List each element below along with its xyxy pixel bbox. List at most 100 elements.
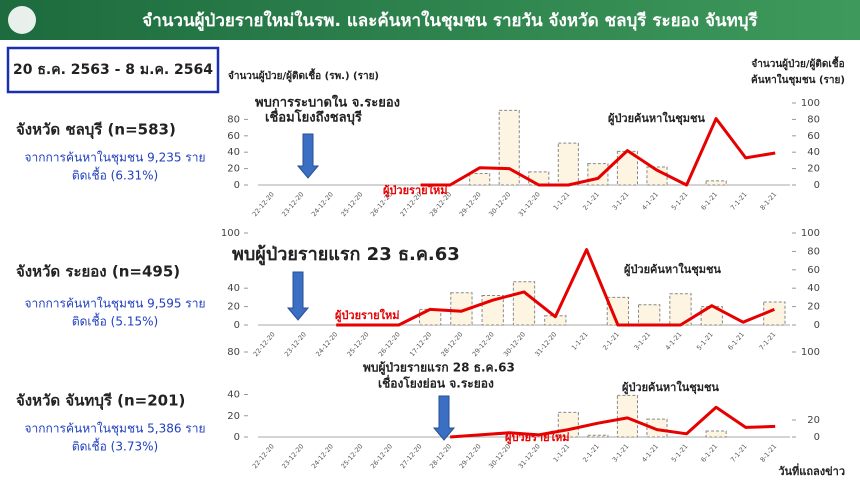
- y2-tick-label: 40: [807, 147, 820, 158]
- bar: [587, 434, 609, 438]
- x-tick-label: 7-1-21: [729, 442, 749, 463]
- y2-tick-label: 60: [807, 265, 820, 276]
- province-search: จากการค้นหาในชุมชน 9,595 ราย: [24, 297, 205, 312]
- arrow: [286, 271, 310, 321]
- line: [449, 405, 776, 439]
- arrow: [432, 395, 456, 441]
- left-axis-title: จำนวนผู้ป่วย/ผู้ติดเชื้อ (รพ.) (ราย): [228, 68, 379, 83]
- header-title: จำนวนผู้ป่วยรายใหม่ในรพ. และค้นหาในชุมชน…: [142, 10, 758, 32]
- y-tick-label: 40: [227, 390, 240, 401]
- x-tick-label: 22-12-20: [251, 190, 276, 218]
- x-tick-label: 6-1-21: [699, 190, 719, 211]
- province-rate: ติดเชื้อ (5.15%): [72, 313, 158, 329]
- y-tick-label: 0: [234, 180, 240, 191]
- province-name: จังหวัด ชลบุรี (n=583): [16, 121, 176, 140]
- y2-tick-label: 20: [807, 164, 820, 175]
- province-search: จากการค้นหาในชุมชน 9,235 ราย: [24, 151, 205, 166]
- y2-tick-label: 60: [807, 131, 820, 142]
- annotation: พบผู้ป่วยรายแรก 28 ธ.ค.63: [363, 361, 515, 376]
- bar: [528, 171, 550, 186]
- x-tick-label: 22-12-20: [251, 442, 276, 470]
- x-tick-label: 24-12-20: [314, 330, 339, 358]
- y2-tick-label: 100: [801, 228, 820, 239]
- x-tick-label: 8-1-21: [759, 442, 779, 463]
- x-tick-label: 26-12-20: [377, 330, 402, 358]
- x-tick-label: 23-12-20: [280, 442, 305, 470]
- line: [336, 248, 775, 327]
- x-tick-label: 6-1-21: [699, 442, 719, 463]
- y-tick-label: 0: [234, 432, 240, 443]
- y-tick-label: 40: [227, 147, 240, 158]
- footer: วันที่แถลงข่าว: [778, 463, 845, 478]
- x-tick-label: 29-12-20: [458, 442, 483, 470]
- y2-tick-label: 20: [807, 302, 820, 313]
- x-tick-label: 30-12-20: [502, 330, 527, 358]
- x-tick-label: 5-1-21: [670, 190, 690, 211]
- province-rate: ติดเชื้อ (3.73%): [72, 438, 158, 454]
- x-tick-label: 1-1-21: [552, 442, 572, 463]
- x-tick-label: 1-1-21: [570, 330, 590, 351]
- logo: [8, 6, 36, 34]
- right-axis-title: จำนวนผู้ป่วย/ผู้ติดเชื้อ: [751, 56, 844, 71]
- x-tick-label: 31-12-20: [517, 190, 542, 218]
- x-tick-label: 7-1-21: [729, 190, 749, 211]
- y-tick-label: 20: [227, 411, 240, 422]
- x-tick-label: 25-12-20: [339, 190, 364, 218]
- y2-tick-label: 40: [807, 283, 820, 294]
- x-tick-label: 5-1-21: [670, 442, 690, 463]
- y2-tick-label: 80: [807, 114, 820, 125]
- province-name: จังหวัด ระยอง (n=495): [16, 263, 180, 281]
- x-tick-label: 28-12-20: [439, 330, 464, 358]
- date-box: [6, 46, 220, 94]
- date-range: 20 ธ.ค. 2563 - 8 ม.ค. 2564: [13, 62, 213, 78]
- x-tick-label: 24-12-20: [310, 190, 335, 218]
- series-label: ผู้ป่วยค้นหาในชุมชน: [622, 380, 719, 395]
- x-tick-label: 3-1-21: [611, 190, 631, 211]
- y2-tick-label: 20: [807, 415, 820, 426]
- bar: [557, 142, 579, 186]
- x-tick-label: 26-12-20: [369, 442, 394, 470]
- x-tick-label: 22-12-20: [252, 330, 277, 358]
- y-tick-label: 80: [227, 347, 240, 358]
- annotation: พบการระบาดใน จ.ระยอง: [255, 94, 400, 111]
- x-tick-label: 1-1-21: [552, 190, 572, 211]
- province-name: จังหวัด จันทบุรี (n=201): [16, 392, 185, 411]
- line: [420, 117, 776, 187]
- x-tick-label: 3-1-21: [611, 442, 631, 463]
- y-tick-label: 20: [227, 164, 240, 175]
- right-axis-title: ค้นหาในชุมชน (ราย): [751, 73, 845, 86]
- x-tick-label: 29-12-20: [471, 330, 496, 358]
- x-tick-label: 2-1-21: [601, 330, 621, 351]
- y-tick-label: 60: [227, 131, 240, 142]
- x-tick-label: 3-1-21: [632, 330, 652, 351]
- bar: [705, 180, 727, 186]
- y-tick-label: 100: [221, 228, 240, 239]
- y2-tick-label: 100: [801, 98, 820, 109]
- series-label: ผู้ป่วยค้นหาในชุมชน: [608, 111, 705, 126]
- annotation: พบผู้ป่วยรายแรก 23 ธ.ค.63: [232, 244, 460, 266]
- x-tick-label: 2-1-21: [581, 442, 601, 463]
- series-label: ผู้ป่วยค้นหาในชุมชน: [624, 262, 721, 277]
- y2-tick-label: 0: [814, 432, 820, 443]
- x-tick-label: 2-1-21: [581, 190, 601, 211]
- x-tick-label: 27-12-20: [399, 442, 424, 470]
- x-tick-label: 4-1-21: [640, 442, 660, 463]
- x-tick-label: 23-12-20: [283, 330, 308, 358]
- province-search: จากการค้นหาในชุมชน 5,386 ราย: [24, 422, 205, 437]
- annotation: เชื่องโยงย่อน จ.ระยอง: [378, 375, 494, 391]
- x-tick-label: 25-12-20: [339, 442, 364, 470]
- bar: [587, 163, 609, 186]
- x-tick-label: 6-1-21: [726, 330, 746, 351]
- x-tick-label: 30-12-20: [487, 442, 512, 470]
- x-tick-label: 4-1-21: [664, 330, 684, 351]
- y2-tick-label: 0: [814, 320, 820, 331]
- annotation: เชื่อมโยงถึงชลบุรี: [265, 108, 362, 126]
- x-tick-label: 7-1-21: [758, 330, 778, 351]
- bar: [638, 304, 661, 326]
- series-label: ผู้ป่วยรายใหม่: [383, 183, 447, 198]
- x-tick-label: 5-1-21: [695, 330, 715, 351]
- y2-tick-label: 80: [807, 246, 820, 257]
- x-tick-label: 29-12-20: [458, 190, 483, 218]
- x-tick-label: 4-1-21: [640, 190, 660, 211]
